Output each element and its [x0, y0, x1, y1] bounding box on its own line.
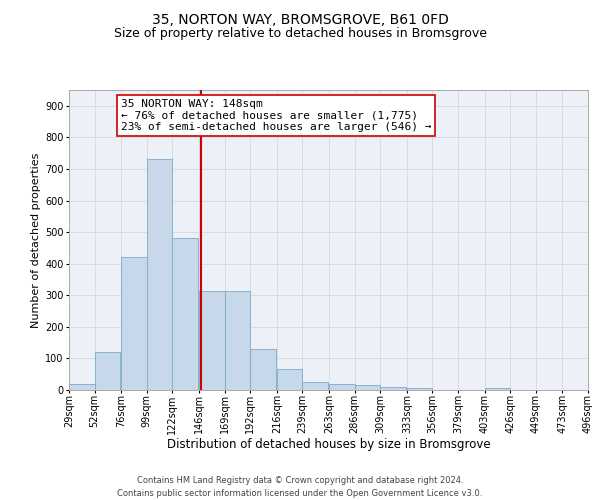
- Bar: [250, 349, 276, 390]
- Bar: [355, 386, 380, 390]
- Text: Size of property relative to detached houses in Bromsgrove: Size of property relative to detached ho…: [113, 28, 487, 40]
- Bar: [172, 238, 198, 390]
- Bar: [147, 160, 172, 390]
- Bar: [407, 388, 433, 390]
- Bar: [485, 388, 510, 390]
- Bar: [121, 258, 147, 390]
- Bar: [95, 352, 120, 390]
- Text: 35 NORTON WAY: 148sqm
← 76% of detached houses are smaller (1,775)
23% of semi-d: 35 NORTON WAY: 148sqm ← 76% of detached …: [121, 99, 431, 132]
- Bar: [69, 384, 95, 390]
- Bar: [302, 382, 328, 390]
- Text: Contains HM Land Registry data © Crown copyright and database right 2024.
Contai: Contains HM Land Registry data © Crown c…: [118, 476, 482, 498]
- Y-axis label: Number of detached properties: Number of detached properties: [31, 152, 41, 328]
- Bar: [329, 384, 355, 390]
- X-axis label: Distribution of detached houses by size in Bromsgrove: Distribution of detached houses by size …: [167, 438, 490, 450]
- Text: 35, NORTON WAY, BROMSGROVE, B61 0FD: 35, NORTON WAY, BROMSGROVE, B61 0FD: [152, 12, 448, 26]
- Bar: [277, 370, 302, 390]
- Bar: [224, 290, 250, 390]
- Bar: [380, 387, 406, 390]
- Bar: [199, 290, 224, 390]
